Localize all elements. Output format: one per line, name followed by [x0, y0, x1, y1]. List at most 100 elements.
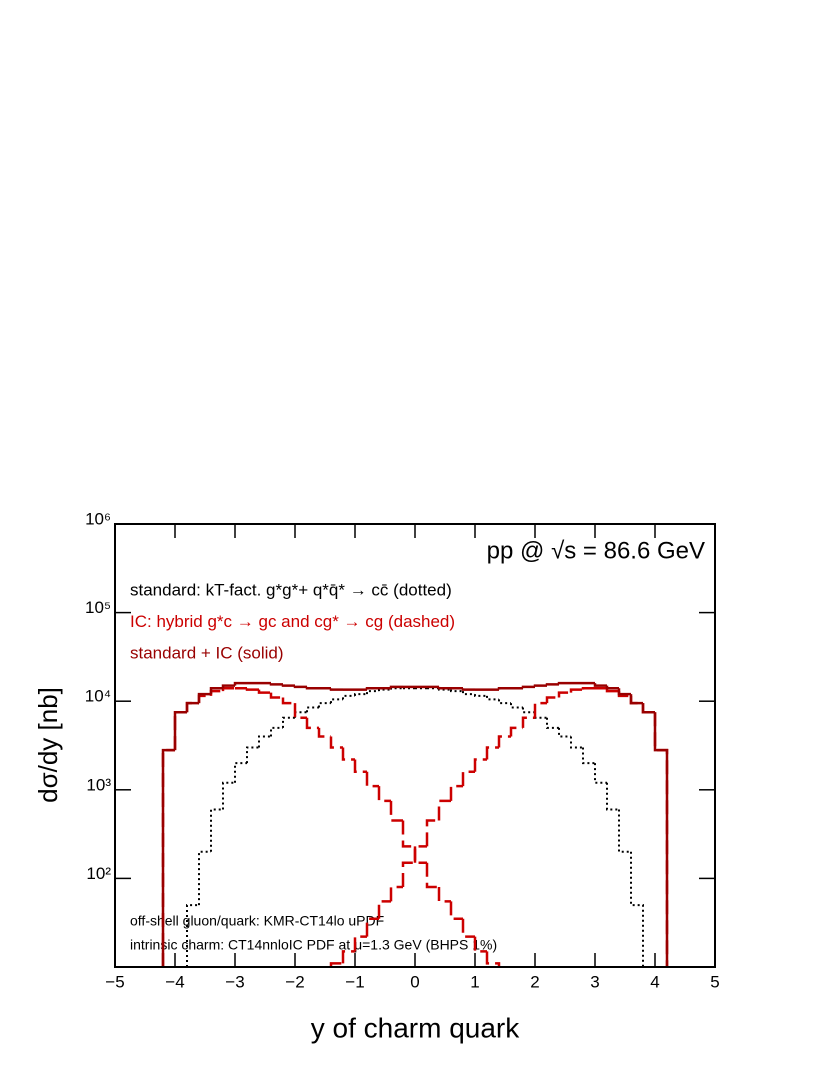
histogram-step — [618, 809, 631, 853]
histogram-step — [521, 716, 535, 728]
histogram-step — [629, 694, 643, 705]
histogram-step — [449, 901, 463, 921]
histogram-step — [246, 746, 259, 764]
histogram-step — [330, 698, 343, 704]
histogram-step — [365, 771, 379, 788]
histogram-step — [605, 685, 619, 690]
histogram-step — [437, 686, 451, 690]
histogram-step — [497, 735, 511, 748]
x-tick-label: 2 — [530, 972, 539, 991]
histogram-step — [389, 800, 403, 822]
y-tick-label: 10⁴ — [85, 687, 111, 706]
histogram-step — [306, 706, 319, 713]
histogram-step — [497, 687, 511, 690]
histogram-step — [197, 692, 211, 704]
histogram-step — [522, 707, 535, 714]
histogram-step — [509, 726, 523, 737]
histogram-step — [209, 687, 223, 695]
histogram-step — [389, 885, 403, 902]
histogram-step — [366, 690, 379, 695]
histogram-step — [485, 746, 499, 760]
x-tick-label: −2 — [285, 972, 304, 991]
y-tick-label: 10³ — [86, 775, 111, 794]
histogram-step — [341, 950, 355, 964]
x-tick-label: 0 — [410, 972, 419, 991]
legend-entry: IC: hybrid g*c → gc and cg* → cg (dashed… — [130, 612, 455, 631]
histogram-step — [473, 758, 487, 772]
histogram-step — [474, 694, 487, 697]
histogram-step — [594, 763, 607, 784]
histogram-step — [570, 736, 583, 749]
histogram-step — [186, 904, 199, 967]
histogram-step — [329, 688, 343, 691]
histogram-step — [437, 799, 451, 821]
histogram-step — [462, 691, 475, 696]
histogram-step — [473, 936, 487, 953]
histogram-step — [222, 781, 235, 810]
histogram-step — [269, 683, 283, 686]
histogram-step — [545, 683, 559, 686]
histogram-step — [198, 850, 211, 906]
x-axis-label: y of charm quark — [311, 1012, 521, 1043]
histogram-step — [533, 701, 547, 718]
chart-title: pp @ √s = 86.6 GeV — [487, 537, 705, 564]
histogram-step — [234, 762, 247, 783]
histogram-step — [653, 712, 669, 967]
histogram-step — [270, 726, 283, 737]
legend-entry: standard: kT-fact. g*g*+ q*q̄* → cc̄ (do… — [130, 580, 452, 599]
histogram-step — [305, 717, 319, 730]
histogram-step — [258, 735, 271, 748]
annotation: off-shell gluon/quark: KMR-CT14lo uPDF — [130, 913, 384, 929]
x-tick-label: −1 — [345, 972, 364, 991]
y-tick-label: 10⁶ — [85, 509, 111, 528]
histogram-step — [354, 693, 367, 696]
histogram-step — [353, 935, 367, 952]
histogram-step — [305, 686, 319, 690]
histogram-step — [341, 747, 355, 761]
histogram-step — [450, 689, 463, 693]
x-tick-label: 1 — [470, 972, 479, 991]
histogram-step — [437, 886, 451, 903]
legend-entry: standard + IC (solid) — [130, 643, 284, 662]
histogram-step — [317, 727, 331, 738]
x-tick-label: 3 — [590, 972, 599, 991]
histogram-step — [425, 819, 439, 847]
histogram-step — [461, 918, 475, 938]
histogram-step — [401, 861, 415, 887]
x-tick-label: −3 — [225, 972, 244, 991]
histogram-step — [318, 702, 331, 708]
histogram-step — [365, 917, 379, 937]
histogram-step — [606, 782, 619, 811]
y-axis-label: dσ/dy [nb] — [33, 687, 63, 803]
histogram-step — [161, 748, 175, 967]
histogram-step — [293, 685, 307, 689]
histogram-step — [486, 695, 499, 701]
histogram-step — [557, 681, 571, 685]
histogram-step — [425, 862, 439, 889]
histogram-step — [173, 711, 187, 751]
histogram-step — [281, 684, 295, 687]
histogram-step — [329, 736, 343, 749]
histogram-step — [413, 845, 427, 863]
histogram-step — [378, 688, 391, 692]
histogram-step — [641, 703, 655, 714]
histogram-step — [558, 727, 571, 738]
histogram-step — [282, 716, 295, 728]
histogram-step — [545, 696, 559, 704]
x-tick-label: −5 — [105, 972, 124, 991]
histogram-step — [342, 694, 355, 700]
histogram-step — [269, 692, 283, 699]
histogram-step — [569, 688, 583, 693]
histogram-step — [593, 683, 607, 687]
histogram-step — [221, 684, 235, 689]
histogram-step — [245, 688, 259, 691]
histogram-step — [498, 699, 511, 705]
x-tick-label: 4 — [650, 972, 659, 991]
histogram-step — [533, 684, 547, 687]
histogram-step — [521, 685, 535, 689]
histogram-step — [582, 747, 595, 765]
histogram-step — [281, 697, 295, 705]
x-tick-label: −4 — [165, 972, 184, 991]
histogram-step — [581, 687, 595, 690]
